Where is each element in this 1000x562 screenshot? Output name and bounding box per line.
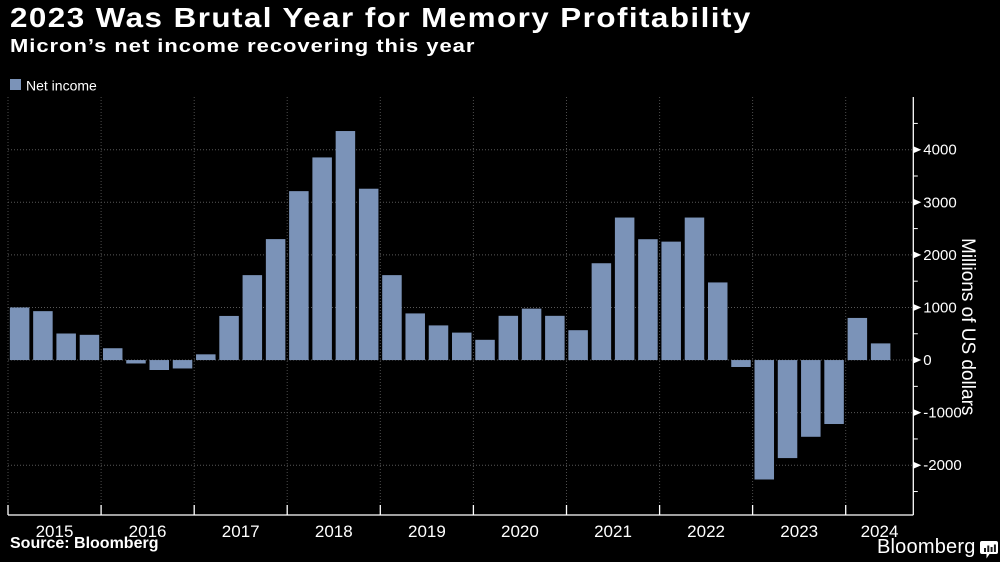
svg-text:2017: 2017 (222, 522, 260, 541)
svg-text:2015: 2015 (36, 522, 74, 541)
svg-text:2024: 2024 (861, 522, 899, 541)
svg-text:2018: 2018 (315, 522, 353, 541)
svg-text:-2000: -2000 (923, 457, 961, 474)
svg-text:2000: 2000 (923, 247, 956, 264)
svg-text:-1000: -1000 (923, 405, 961, 422)
svg-text:2021: 2021 (594, 522, 632, 541)
svg-text:4000: 4000 (923, 142, 956, 159)
svg-text:2022: 2022 (687, 522, 725, 541)
svg-text:2019: 2019 (408, 522, 446, 541)
svg-text:0: 0 (923, 352, 931, 369)
svg-text:2020: 2020 (501, 522, 539, 541)
svg-text:1000: 1000 (923, 299, 956, 316)
svg-text:3000: 3000 (923, 194, 956, 211)
svg-text:2023: 2023 (780, 522, 818, 541)
svg-text:2016: 2016 (129, 522, 167, 541)
